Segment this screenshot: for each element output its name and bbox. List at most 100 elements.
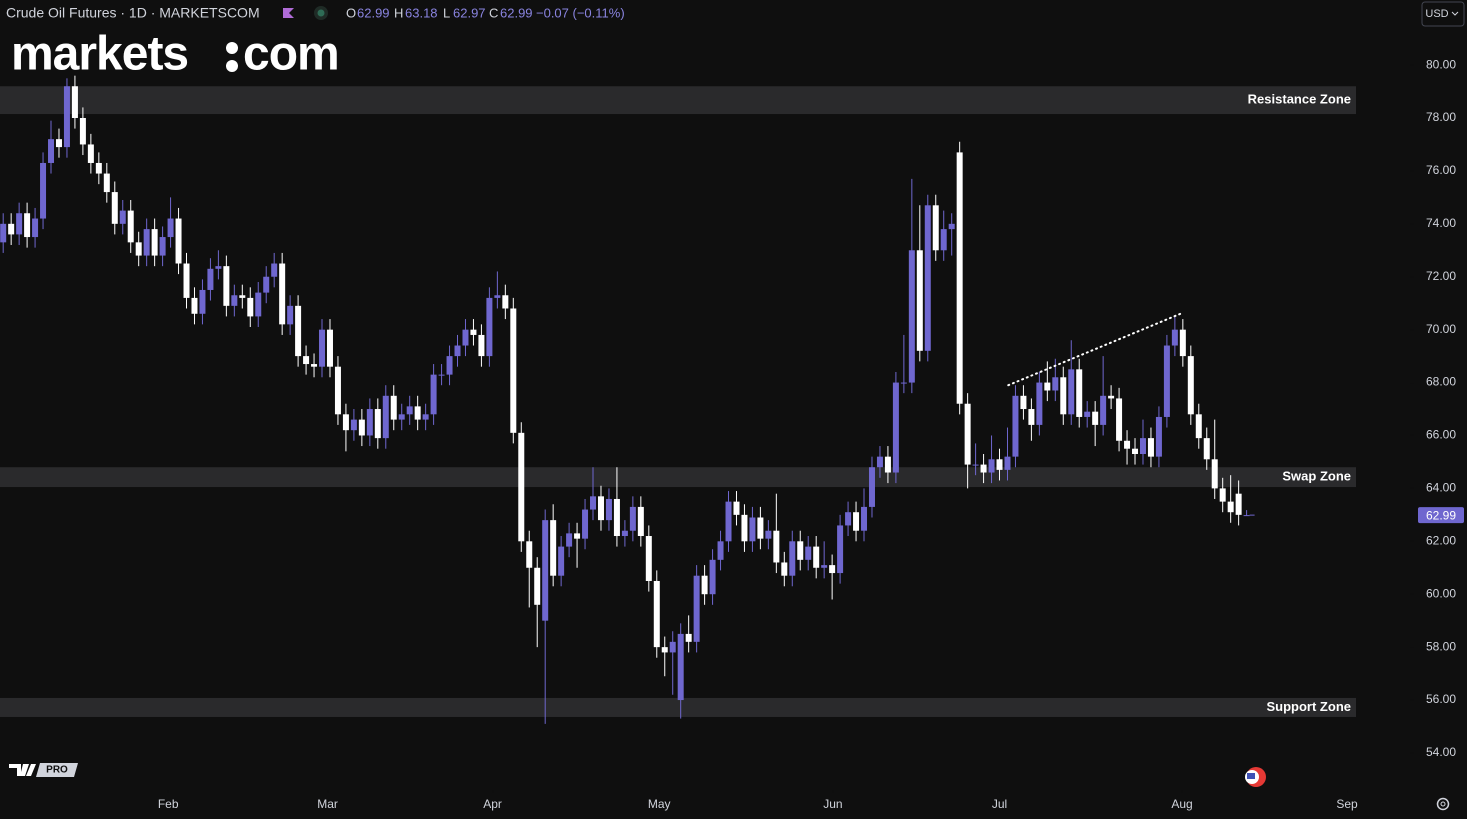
candle-body (406, 406, 413, 415)
candle-body (821, 565, 828, 568)
candle-body (574, 533, 581, 539)
candle-body (87, 144, 94, 163)
currency-button[interactable] (1421, 1, 1465, 27)
candle-body (1052, 377, 1059, 391)
candle-body (223, 266, 230, 306)
y-tick-label: 74.00 (1426, 216, 1456, 230)
candle-body (1060, 377, 1067, 415)
ohlc-letter: H (394, 5, 403, 20)
candle-body (494, 295, 501, 298)
candle-body (398, 414, 405, 420)
currency-caret (1451, 11, 1459, 16)
candle-body (319, 329, 326, 367)
x-tick-label: Feb (158, 797, 179, 811)
candle-body (542, 520, 549, 621)
candle-body (334, 366, 341, 415)
candle-body (63, 86, 70, 148)
candle-body (1227, 501, 1234, 513)
trendline (1007, 312, 1182, 387)
currency-label[interactable]: USD (1425, 8, 1448, 20)
y-tick-label: 64.00 (1426, 481, 1456, 495)
settings-icon[interactable] (1436, 797, 1450, 811)
candle-body (924, 205, 931, 351)
candle-body (813, 546, 820, 568)
flag-icon (283, 8, 294, 18)
candle-body (255, 292, 262, 317)
candle-body (590, 496, 597, 510)
y-tick-label: 58.00 (1426, 639, 1456, 653)
candle-body (908, 250, 915, 383)
zone (0, 467, 1356, 488)
y-tick-label: 68.00 (1426, 375, 1456, 389)
candle-body (805, 546, 812, 560)
candle-body (414, 406, 421, 420)
candle-body (972, 464, 979, 466)
candle-body (757, 517, 764, 539)
candle-body (717, 541, 724, 560)
candle-body (71, 86, 78, 118)
candle-body (79, 117, 86, 145)
candle-body (191, 297, 198, 314)
candle-body (502, 295, 509, 309)
candle-body (382, 395, 389, 439)
candle-body (701, 575, 708, 595)
ohlc-letter: C (489, 5, 498, 20)
candle-body (661, 647, 668, 653)
candle-body (837, 525, 844, 574)
candle-body (1004, 456, 1011, 470)
candle-body (685, 633, 692, 642)
candle-body (853, 512, 860, 531)
zone (0, 86, 1356, 115)
candle-body (1036, 382, 1043, 425)
candle-body (1171, 329, 1178, 346)
last-price-label: 62.99 (1426, 508, 1456, 522)
y-tick-label: 56.00 (1426, 692, 1456, 706)
candle-body (550, 520, 557, 576)
candle-body (861, 506, 868, 531)
candle-body (207, 268, 214, 290)
candle-body (613, 498, 620, 537)
candle-body (988, 459, 995, 473)
candle-body (845, 512, 852, 526)
candle-body (1243, 515, 1250, 517)
y-tick-label: 60.00 (1426, 586, 1456, 600)
candle-body (135, 242, 142, 256)
candle-body (621, 530, 628, 537)
ohlc-letter: O (346, 5, 356, 20)
candle-body (295, 305, 302, 357)
candle-body (1163, 345, 1170, 417)
candle-body (725, 501, 732, 542)
candle-body (1028, 409, 1035, 425)
x-tick-label: Jun (823, 797, 842, 811)
x-tick-label: Jul (992, 797, 1007, 811)
candle-body (797, 541, 804, 560)
y-tick-label: 54.00 (1426, 745, 1456, 759)
candle-body (940, 229, 947, 251)
candle-body (1155, 416, 1162, 457)
tv-logo (9, 764, 36, 776)
status-dot (317, 9, 325, 17)
candle-body (876, 456, 883, 468)
y-tick-label: 66.00 (1426, 428, 1456, 442)
candle-body (111, 192, 118, 224)
logo-dot (226, 60, 238, 72)
candle-body (1044, 382, 1051, 391)
candle-body (263, 276, 270, 293)
candle-body (884, 456, 891, 473)
y-tick-label: 72.00 (1426, 269, 1456, 283)
y-tick-label: 80.00 (1426, 57, 1456, 71)
candle-body (900, 382, 907, 384)
candle-body (996, 459, 1003, 470)
event-icon-flag (1247, 773, 1255, 779)
candle-body (518, 432, 525, 542)
candle-body (199, 289, 206, 314)
candle-body (1084, 411, 1091, 417)
candle-body (829, 565, 836, 574)
candle-body (1012, 395, 1019, 457)
candle-body (892, 382, 899, 473)
y-tick-label: 78.00 (1426, 110, 1456, 124)
candle-body (733, 501, 740, 515)
zone (0, 697, 1356, 717)
